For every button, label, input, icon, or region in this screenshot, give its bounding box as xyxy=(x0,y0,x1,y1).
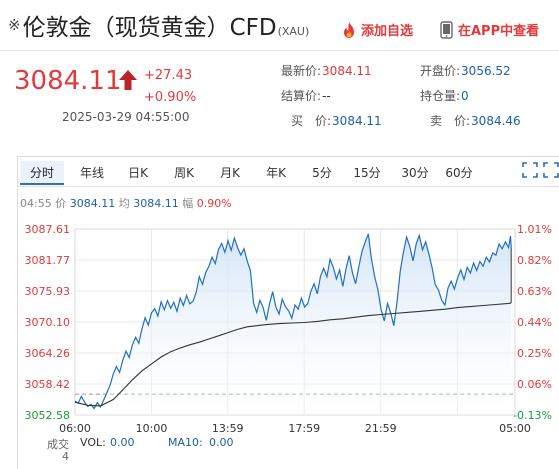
add-favorite-button[interactable]: 添加自选 xyxy=(341,20,413,39)
title-code: (XAU) xyxy=(277,25,310,38)
info-price-label: 价 xyxy=(55,197,67,210)
chart-panel xyxy=(17,156,559,469)
y-tick-pct-label: 0.82% xyxy=(517,254,552,267)
tab-weekly-k[interactable]: 周K xyxy=(174,166,194,180)
open-price-value: 3056.52 xyxy=(461,64,511,78)
y-tick-price-label: 3081.77 xyxy=(25,254,71,267)
y-tick-pct-label: 0.06% xyxy=(517,378,552,391)
tabs-underline xyxy=(20,186,559,187)
y-tick-pct-label: 1.01% xyxy=(517,223,552,236)
y-tick-price-label: 3064.26 xyxy=(25,347,71,360)
x-tick-label: 13:59 xyxy=(212,422,244,435)
info-avg-label: 均 xyxy=(118,197,130,210)
ask-price-value: 3084.46 xyxy=(471,114,521,128)
x-tick-label: 06:00 xyxy=(59,422,91,435)
add-favorite-label: 添加自选 xyxy=(361,24,414,39)
change-percent: +0.90% xyxy=(144,90,197,105)
ma10-label: MA10: xyxy=(168,436,203,449)
change-value: +27.43 xyxy=(144,68,193,83)
tab-60min[interactable]: 60分 xyxy=(445,166,473,180)
last-price: 3084.11 xyxy=(14,66,122,96)
open-interest-value: 0 xyxy=(461,89,469,103)
crosshair-info: 04:55 价 3084.11 均 3084.11 幅 0.90% xyxy=(20,195,232,211)
y-tick-price-label: 3075.93 xyxy=(25,285,71,298)
tab-15min[interactable]: 15分 xyxy=(353,166,381,180)
y-tick-price-label: 3052.58 xyxy=(25,409,71,422)
y-tick-pct-label: 0.44% xyxy=(517,316,552,329)
ma10-value: 0.00 xyxy=(209,436,234,449)
tab-5min[interactable]: 5分 xyxy=(312,166,332,180)
y-tick-pct-label: -0.13% xyxy=(513,409,552,422)
x-tick-label: 21:59 xyxy=(365,422,397,435)
page-title: ※伦敦金（现货黄金）CFD(XAU) xyxy=(8,8,309,42)
price-line xyxy=(74,233,512,410)
settle-price-value: -- xyxy=(322,89,331,103)
info-range: 0.90% xyxy=(196,197,232,210)
tab-yearly-k[interactable]: 年K xyxy=(266,166,286,180)
open-in-app-label: 在APP中查看 xyxy=(458,24,540,39)
phone-icon xyxy=(440,20,453,39)
tab-intraday[interactable]: 分时 xyxy=(20,161,64,185)
settle-price-label: 结算价: xyxy=(281,89,322,103)
y-tick-price-label: 3070.10 xyxy=(25,316,71,329)
bid-price-field: 买 价:3084.11 xyxy=(291,112,382,129)
volume-side-label: 成交 xyxy=(47,438,69,451)
fire-icon xyxy=(344,21,354,38)
info-time: 04:55 xyxy=(20,197,52,210)
y-tick-price-label: 3087.61 xyxy=(25,223,71,236)
bid-price-label: 买 价: xyxy=(291,114,332,128)
quote-timestamp: 2025-03-29 04:55:00 xyxy=(62,110,190,124)
title-bar: ※伦敦金（现货黄金）CFD(XAU) 添加自选 在APP中查看 xyxy=(0,0,559,50)
x-tick-label: 17:59 xyxy=(288,422,320,435)
title-main: 伦敦金（现货黄金）CFD xyxy=(22,15,277,41)
price-change: +27.43 +0.90% xyxy=(144,65,196,109)
tab-daily-k[interactable]: 日K xyxy=(128,166,148,180)
up-arrow-icon xyxy=(119,70,137,90)
tab-30min[interactable]: 30分 xyxy=(401,166,429,180)
expand-icon[interactable] xyxy=(522,162,538,178)
vol-value: 0.00 xyxy=(110,436,135,449)
open-price-label: 开盘价: xyxy=(420,64,461,78)
volume-side-label-2: 4 xyxy=(62,450,69,463)
open-price-field: 开盘价:3056.52 xyxy=(420,62,511,79)
open-in-app-link[interactable]: 在APP中查看 xyxy=(440,20,539,39)
info-price: 3084.11 xyxy=(69,197,116,210)
y-tick-pct-label: 0.63% xyxy=(517,285,552,298)
settle-price-field: 结算价:-- xyxy=(281,87,331,104)
title-prefix: ※ xyxy=(8,16,21,34)
average-line xyxy=(74,302,512,407)
info-range-label: 幅 xyxy=(182,197,194,210)
y-tick-pct-label: 0.25% xyxy=(517,347,552,360)
open-interest-field: 持仓量:0 xyxy=(420,87,469,104)
ask-price-field: 卖 价:3084.46 xyxy=(430,112,521,129)
latest-price-field: 最新价:3084.11 xyxy=(281,62,372,79)
x-tick-label: 10:00 xyxy=(136,422,168,435)
latest-price-value: 3084.11 xyxy=(322,64,372,78)
latest-price-label: 最新价: xyxy=(281,64,322,78)
price-area xyxy=(75,233,512,415)
ask-price-label: 卖 价: xyxy=(430,114,471,128)
tab-monthly-k[interactable]: 月K xyxy=(220,166,240,180)
header-divider xyxy=(0,50,559,51)
tab-year-line[interactable]: 年线 xyxy=(79,166,104,180)
bid-price-value: 3084.11 xyxy=(332,114,382,128)
open-interest-label: 持仓量: xyxy=(420,89,461,103)
info-avg: 3084.11 xyxy=(133,197,179,210)
fullscreen-icon[interactable] xyxy=(543,162,559,178)
vol-label: VOL: xyxy=(80,436,106,449)
x-tick-label: 05:00 xyxy=(499,422,531,435)
y-tick-price-label: 3058.42 xyxy=(25,378,71,391)
